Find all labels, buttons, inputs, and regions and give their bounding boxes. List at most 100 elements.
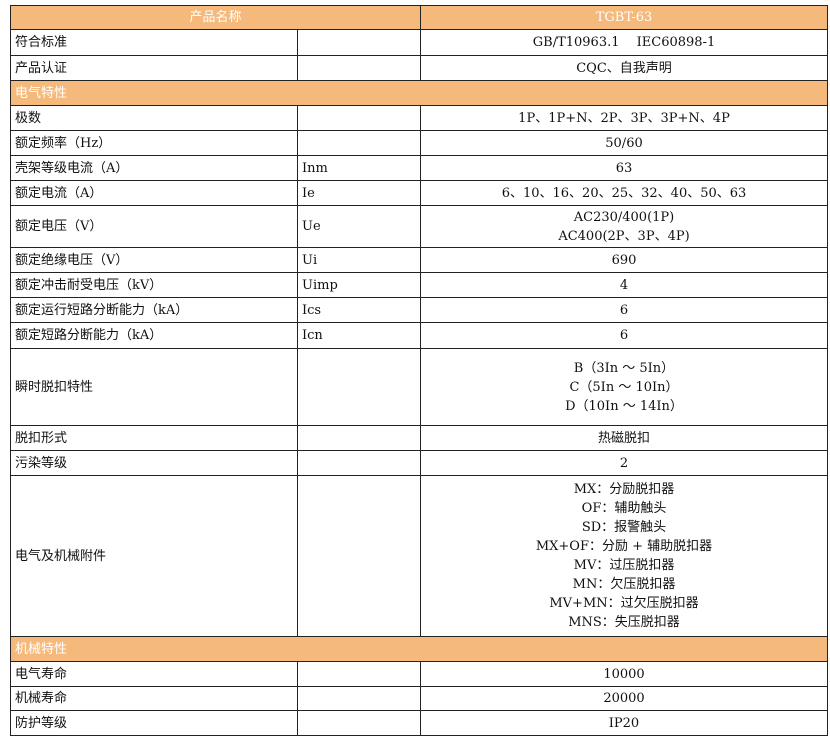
- value-line: 63: [615, 160, 633, 176]
- table-row: 额定运行短路分断能力（kA） Ics 6: [10, 297, 828, 323]
- param-value: 1P、1P+N、2P、3P、3P+N、4P: [420, 105, 828, 131]
- table-row: 额定短路分断能力（kA） Icn 6: [10, 322, 828, 349]
- value-line: 2: [619, 455, 629, 471]
- value-line: 20000: [603, 691, 645, 706]
- value-line: IP20: [608, 715, 640, 731]
- param-symbol: [297, 686, 421, 711]
- param-value: B（3In ～ 5In） C（5In ～ 10In） D（10In ～ 14In）: [420, 348, 828, 426]
- value-line: 690: [611, 252, 637, 268]
- table-row: 产品认证 CQC、自我声明: [10, 55, 828, 81]
- param-label: 产品认证: [10, 55, 298, 81]
- value-line: CQC、自我声明: [576, 60, 672, 76]
- section-title: 电气特性: [10, 80, 828, 106]
- value-line: MV+MN：过欠压脱扣器: [549, 596, 699, 611]
- param-value: 4: [420, 272, 828, 298]
- value-line: 6、10、16、20、25、32、40、50、63: [501, 185, 747, 201]
- param-label: 污染等级: [10, 450, 298, 476]
- param-value: 50/60: [420, 130, 828, 156]
- value-line: C（5In ～ 10In）: [569, 379, 679, 395]
- param-value: IP20: [420, 710, 828, 736]
- param-label: 脱扣形式: [10, 425, 298, 451]
- section-title: 机械特性: [10, 636, 828, 662]
- value-line: MV：过压脱扣器: [573, 558, 675, 573]
- table-row: 额定电流（A） Ie 6、10、16、20、25、32、40、50、63: [10, 180, 828, 206]
- param-symbol: Ui: [297, 247, 421, 273]
- value-line: B（3In ～ 5In）: [573, 360, 675, 376]
- table-row: 额定频率（Hz） 50/60: [10, 130, 828, 156]
- header-label: 产品名称: [10, 5, 421, 30]
- param-symbol: Ue: [297, 205, 421, 248]
- table-row: 脱扣形式 热磁脱扣: [10, 425, 828, 451]
- param-label: 机械寿命: [10, 686, 298, 711]
- param-label: 额定电流（A）: [10, 180, 298, 206]
- table-row: 符合标准 GB/T10963.1 IEC60898-1: [10, 29, 828, 56]
- table-row: 额定冲击耐受电压（kV） Uimp 4: [10, 272, 828, 298]
- param-symbol: [297, 425, 421, 451]
- param-value: 690: [420, 247, 828, 273]
- value-line: SD：报警触头: [581, 520, 667, 535]
- table-row: 电气及机械附件 MX：分励脱扣器 OF：辅助触头 SD：报警触头 MX+OF：分励 + …: [10, 475, 828, 637]
- param-label: 电气及机械附件: [10, 475, 298, 637]
- table-row: 瞬时脱扣特性 B（3In ～ 5In） C（5In ～ 10In） D（10In ～ …: [10, 348, 828, 426]
- table-row: 额定绝缘电压（V） Ui 690: [10, 247, 828, 273]
- value-line: 4: [619, 277, 629, 293]
- header-value: TGBT-63: [420, 5, 828, 30]
- param-symbol: [297, 29, 421, 56]
- param-value: 2: [420, 450, 828, 476]
- param-symbol: [297, 105, 421, 131]
- param-value: 热磁脱扣: [420, 425, 828, 451]
- table-row: 电气寿命 10000: [10, 661, 828, 687]
- section-row: 电气特性: [10, 80, 828, 106]
- table-row: 机械寿命 20000: [10, 686, 828, 711]
- param-symbol: Ie: [297, 180, 421, 206]
- table-row: 防护等级 IP20: [10, 710, 828, 736]
- param-symbol: Ics: [297, 297, 421, 323]
- param-label: 极数: [10, 105, 298, 131]
- param-symbol: Icn: [297, 322, 421, 349]
- param-symbol: Uimp: [297, 272, 421, 298]
- param-label: 额定运行短路分断能力（kA）: [10, 297, 298, 323]
- value-line: AC230/400(1P): [573, 209, 675, 225]
- param-value: AC230/400(1P) AC400(2P、3P、4P): [420, 205, 828, 248]
- param-label: 防护等级: [10, 710, 298, 736]
- param-label: 额定冲击耐受电压（kV）: [10, 272, 298, 298]
- table-row: 壳架等级电流（A） Inm 63: [10, 155, 828, 181]
- param-symbol: [297, 475, 421, 637]
- param-value: 6: [420, 322, 828, 349]
- param-value: 10000: [420, 661, 828, 687]
- param-value: CQC、自我声明: [420, 55, 828, 81]
- value-line: 10000: [603, 666, 645, 682]
- value-line: MNS：失压脱扣器: [568, 615, 680, 630]
- param-value: 6、10、16、20、25、32、40、50、63: [420, 180, 828, 206]
- value-line: MX：分励脱扣器: [573, 482, 675, 497]
- value-line: 6: [619, 302, 629, 318]
- param-symbol: [297, 710, 421, 736]
- param-label: 额定短路分断能力（kA）: [10, 322, 298, 349]
- value-line: 1P、1P+N、2P、3P、3P+N、4P: [518, 110, 730, 126]
- value-line: GB/T10963.1 IEC60898-1: [532, 35, 716, 50]
- param-value: 63: [420, 155, 828, 181]
- param-label: 额定绝缘电压（V）: [10, 247, 298, 273]
- section-row: 机械特性: [10, 636, 828, 662]
- param-value: GB/T10963.1 IEC60898-1: [420, 29, 828, 56]
- param-symbol: [297, 130, 421, 156]
- param-label: 额定电压（V）: [10, 205, 298, 248]
- param-symbol: [297, 55, 421, 81]
- value-line: OF：辅助触头: [581, 501, 667, 516]
- value-line: 热磁脱扣: [597, 430, 650, 446]
- value-line: 6: [619, 328, 629, 343]
- param-label: 额定频率（Hz）: [10, 130, 298, 156]
- value-line: AC400(2P、3P、4P): [558, 228, 690, 244]
- param-symbol: Inm: [297, 155, 421, 181]
- table-row: 污染等级 2: [10, 450, 828, 476]
- table-header-row: 产品名称 TGBT-63: [10, 5, 828, 30]
- param-value: 20000: [420, 686, 828, 711]
- table-row: 极数 1P、1P+N、2P、3P、3P+N、4P: [10, 105, 828, 131]
- param-value: MX：分励脱扣器 OF：辅助触头 SD：报警触头 MX+OF：分励 + 辅助脱扣器 MV…: [420, 475, 828, 637]
- param-label: 瞬时脱扣特性: [10, 348, 298, 426]
- param-symbol: [297, 450, 421, 476]
- param-label: 壳架等级电流（A）: [10, 155, 298, 181]
- param-symbol: [297, 661, 421, 687]
- param-symbol: [297, 348, 421, 426]
- table-row: 额定电压（V） Ue AC230/400(1P) AC400(2P、3P、4P): [10, 205, 828, 248]
